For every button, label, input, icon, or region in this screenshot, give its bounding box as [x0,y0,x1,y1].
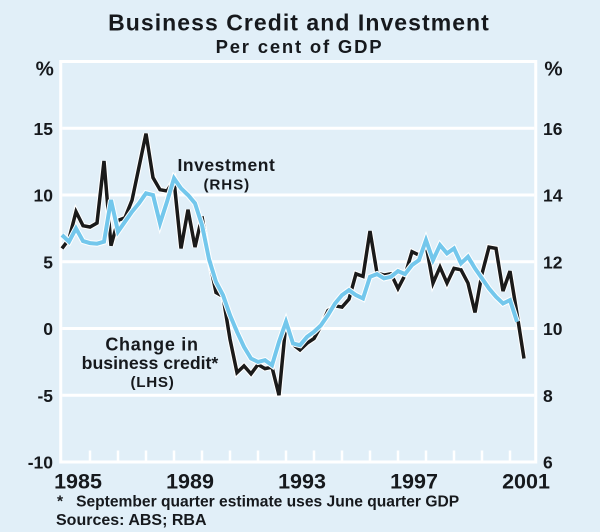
svg-text:Sources: ABS; RBA: Sources: ABS; RBA [56,512,207,529]
svg-text:1993: 1993 [278,470,326,494]
svg-text:-10: -10 [28,453,54,473]
svg-text:Business Credit and Investment: Business Credit and Investment [108,10,490,36]
svg-text:10: 10 [34,186,54,206]
svg-text:Per cent of GDP: Per cent of GDP [216,36,384,57]
svg-text:-5: -5 [37,386,53,406]
svg-text:Investment: Investment [177,155,275,175]
svg-text:%: % [544,58,562,81]
svg-text:5: 5 [43,252,53,272]
svg-text:15: 15 [34,119,54,139]
svg-text:1997: 1997 [390,470,438,494]
svg-text:0: 0 [43,319,53,339]
svg-text:business credit*: business credit* [82,353,219,373]
svg-text:6: 6 [543,453,553,473]
svg-text:1985: 1985 [54,470,102,494]
svg-text:16: 16 [543,119,563,139]
svg-text:%: % [36,58,54,81]
svg-text:2001: 2001 [502,470,550,494]
svg-text:* September quarter estimate: * September quarter estimate uses June q… [57,494,459,511]
svg-text:14: 14 [543,186,563,206]
svg-text:10: 10 [543,319,563,339]
svg-text:Change in: Change in [105,335,198,355]
svg-text:8: 8 [543,386,553,406]
svg-text:(RHS): (RHS) [203,176,250,193]
svg-text:(LHS): (LHS) [131,374,175,391]
svg-text:12: 12 [543,252,563,272]
svg-text:1989: 1989 [166,470,214,494]
